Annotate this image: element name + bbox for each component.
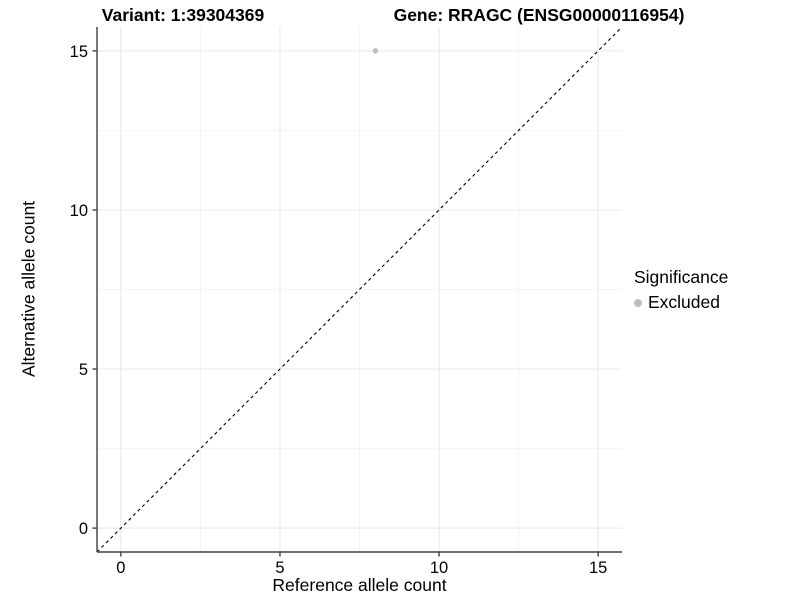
x-axis-label: Reference allele count	[272, 575, 447, 595]
identity-reference-line	[96, 26, 623, 553]
x-tick-label: 5	[275, 559, 284, 577]
x-tick-label: 10	[430, 559, 448, 577]
y-tick-label: 15	[70, 43, 88, 61]
y-tick-label: 0	[79, 520, 88, 538]
y-tick-label: 10	[70, 202, 88, 220]
x-tick-label: 0	[116, 559, 125, 577]
legend-point-icon	[634, 298, 642, 307]
legend: Significance Excluded	[634, 267, 728, 313]
y-axis-label: Alternative allele count	[18, 200, 39, 378]
data-point	[372, 48, 379, 54]
legend-title: Significance	[634, 267, 729, 287]
legend-entry-label: Excluded	[648, 292, 720, 312]
plot-title-variant: Variant: 1:39304369	[101, 5, 265, 25]
legend-entry-excluded: Excluded	[634, 292, 728, 313]
y-tick-label: 5	[79, 361, 88, 379]
plot-title-gene: Gene: RRAGC (ENSG00000116954)	[393, 5, 685, 25]
x-tick-label: 15	[589, 559, 607, 577]
